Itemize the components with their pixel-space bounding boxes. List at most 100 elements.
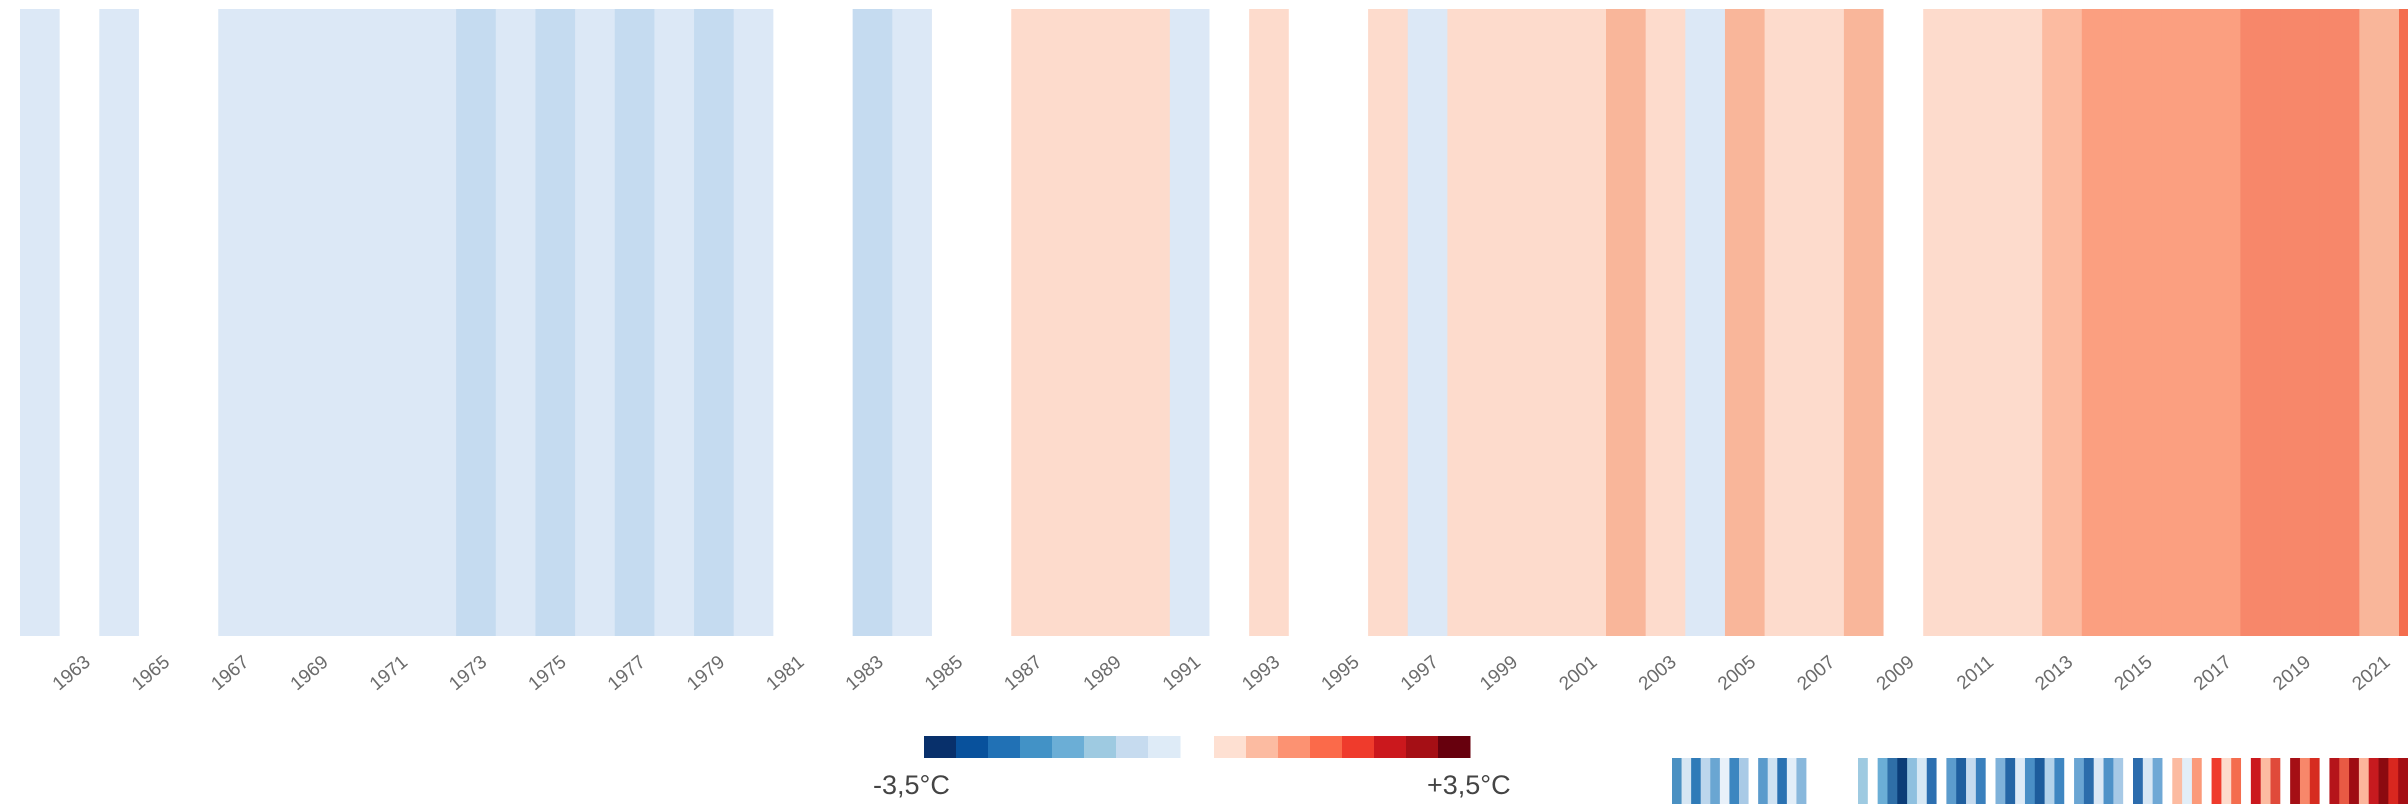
preview-right-stripe-13	[1975, 758, 1987, 804]
preview-right-stripe-37	[2211, 758, 2222, 804]
preview-right-stripe-39	[2231, 758, 2242, 804]
preview-right-stripe-42	[2260, 758, 2271, 804]
stripe-1967	[218, 9, 259, 636]
tick-label-1969: 1969	[287, 652, 333, 695]
preview-right-stripe-5	[1897, 758, 1908, 804]
tick-label-2021: 2021	[2349, 652, 2395, 695]
stripe-1965	[138, 9, 180, 636]
tick-label-1995: 1995	[1318, 652, 1364, 695]
tick-label-1989: 1989	[1080, 652, 1126, 695]
preview-right-stripe-40	[2241, 758, 2252, 804]
stripe-2013	[2042, 9, 2083, 636]
stripe-2001	[1566, 9, 1607, 636]
preview-left-stripe-14	[1796, 758, 1807, 804]
stripe-1978	[654, 9, 695, 636]
stripe-1994	[1288, 9, 1330, 636]
stripe-1974	[495, 9, 537, 636]
preview-right-stripe-26	[2103, 758, 2114, 804]
preview-right-stripe-8	[1926, 758, 1937, 804]
legend-cold-swatch-6	[1084, 736, 1117, 758]
preview-right-stripe-16	[2005, 758, 2016, 804]
stripe-1991	[1169, 9, 1211, 636]
stripe-2005	[1724, 9, 1766, 636]
legend-cold-scale	[924, 736, 1181, 758]
stripe-2020	[2319, 9, 2360, 636]
preview-right-stripe-18	[2024, 758, 2036, 804]
stripe-1992	[1209, 9, 1250, 636]
stripe-2021	[2359, 9, 2400, 636]
stripe-2017	[2200, 9, 2241, 636]
preview-right-stripe-53	[2368, 758, 2379, 804]
tick-label-2011: 2011	[1953, 652, 1998, 694]
stripe-1969	[297, 9, 338, 636]
tick-label-1997: 1997	[1397, 652, 1443, 695]
preview-right-stripe-48	[2319, 758, 2330, 804]
legend-cold-swatch-3	[988, 736, 1021, 758]
preview-right-stripe-20	[2044, 758, 2055, 804]
preview-left-stripe-2	[1681, 758, 1692, 804]
stripe-2019	[2280, 9, 2321, 636]
tick-label-1999: 1999	[1476, 652, 1522, 695]
stripe-1985	[931, 9, 973, 636]
preview-right-stripe-2	[1867, 758, 1879, 804]
tick-label-1983: 1983	[842, 652, 888, 695]
stripe-1984	[892, 9, 933, 636]
legend-warm-swatch-3	[1278, 736, 1311, 758]
preview-left-stripe-6	[1719, 758, 1730, 804]
stripe-1966	[178, 9, 219, 636]
preview-right-stripe-12	[1966, 758, 1977, 804]
stripe-2012	[2002, 9, 2043, 636]
tick-label-2015: 2015	[2111, 652, 2157, 695]
stripe-2007	[1804, 9, 1845, 636]
preview-right-stripe-25	[2093, 758, 2104, 804]
legend-cold-swatch-2	[956, 736, 989, 758]
stripe-1990	[1130, 9, 1171, 636]
preview-right-stripe-45	[2290, 758, 2301, 804]
preview-right-stripe-47	[2309, 758, 2321, 804]
preview-right-stripe-56	[2398, 758, 2408, 804]
tick-label-1967: 1967	[207, 652, 253, 695]
preview-right-stripe-49	[2329, 758, 2340, 804]
tick-label-1965: 1965	[128, 652, 174, 695]
preview-right-stripe-52	[2358, 758, 2370, 804]
preview-right-stripe-46	[2299, 758, 2311, 804]
preview-right-stripe-34	[2182, 758, 2193, 804]
preview-right-stripe-7	[1916, 758, 1928, 804]
tick-label-1973: 1973	[445, 652, 491, 695]
preview-right-stripe-50	[2339, 758, 2350, 804]
preview-right-stripe-10	[1946, 758, 1957, 804]
preview-right-stripe-6	[1907, 758, 1918, 804]
preview-right-stripe-17	[2015, 758, 2026, 804]
stripe-1962	[20, 9, 61, 636]
stripe-1988	[1050, 9, 1092, 636]
stripe-1977	[614, 9, 655, 636]
tick-label-1975: 1975	[525, 652, 571, 695]
legend-min-label: -3,5°C	[873, 770, 950, 800]
stripe-2015	[2121, 9, 2162, 636]
preview-right-stripe-28	[2123, 758, 2134, 804]
preview-right-stripe-51	[2349, 758, 2360, 804]
preview-right-stripe-15	[1995, 758, 2006, 804]
preview-strip-right	[1858, 758, 2408, 804]
stripe-2010	[1923, 9, 1964, 636]
stripe-2008	[1843, 9, 1885, 636]
preview-right-stripe-14	[1985, 758, 1996, 804]
preview-right-stripe-44	[2280, 758, 2291, 804]
stripe-1973	[456, 9, 497, 636]
preview-left-stripe-11	[1767, 758, 1778, 804]
stripe-2004	[1685, 9, 1726, 636]
preview-right-stripe-43	[2270, 758, 2281, 804]
color-scale-legend: -3,5°C +3,5°C	[873, 736, 1511, 800]
preview-right-stripe-11	[1956, 758, 1967, 804]
preview-left-stripe-4	[1700, 758, 1711, 804]
preview-right-stripe-54	[2378, 758, 2389, 804]
preview-right-stripe-23	[2074, 758, 2085, 804]
legend-warm-swatch-2	[1246, 736, 1279, 758]
tick-label-1963: 1963	[49, 652, 95, 695]
stripe-1975	[535, 9, 576, 636]
legend-cold-swatch-5	[1052, 736, 1085, 758]
stripe-1995	[1328, 9, 1369, 636]
preview-left-stripe-5	[1710, 758, 1721, 804]
tick-label-2005: 2005	[1714, 652, 1760, 695]
